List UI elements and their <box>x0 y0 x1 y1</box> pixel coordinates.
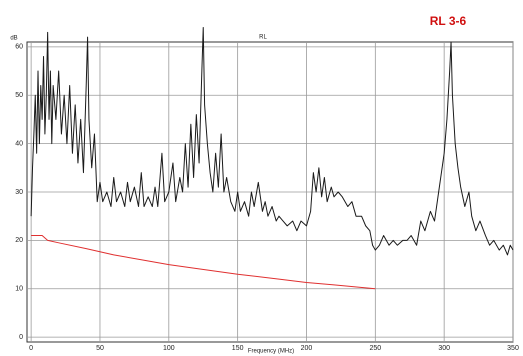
y-tick-label: 30 <box>15 189 23 196</box>
x-tick-label: 200 <box>301 345 313 352</box>
y-tick-label: 40 <box>15 140 23 147</box>
y-tick-label: 60 <box>15 44 23 51</box>
x-axis-label: Frequency (MHz) <box>248 349 294 355</box>
chart-title: RL <box>259 35 267 41</box>
x-tick-label: 0 <box>29 345 33 352</box>
x-tick-label: 100 <box>163 345 175 352</box>
y-axis-label: dB <box>10 36 17 42</box>
data-line <box>31 235 376 290</box>
y-tick-label: 20 <box>15 237 23 244</box>
y-tick-label: 10 <box>15 286 23 293</box>
x-tick-label: 50 <box>96 345 104 352</box>
y-tick-label: 0 <box>19 334 23 341</box>
x-tick-label: 150 <box>232 345 244 352</box>
x-tick-label: 300 <box>438 345 450 352</box>
x-tick-label: 250 <box>369 345 381 352</box>
y-tick-label: 50 <box>15 92 23 99</box>
x-tick-label: 350 <box>507 345 519 352</box>
annotation: RL 3-6 <box>430 14 467 28</box>
data-line <box>30 26 514 256</box>
